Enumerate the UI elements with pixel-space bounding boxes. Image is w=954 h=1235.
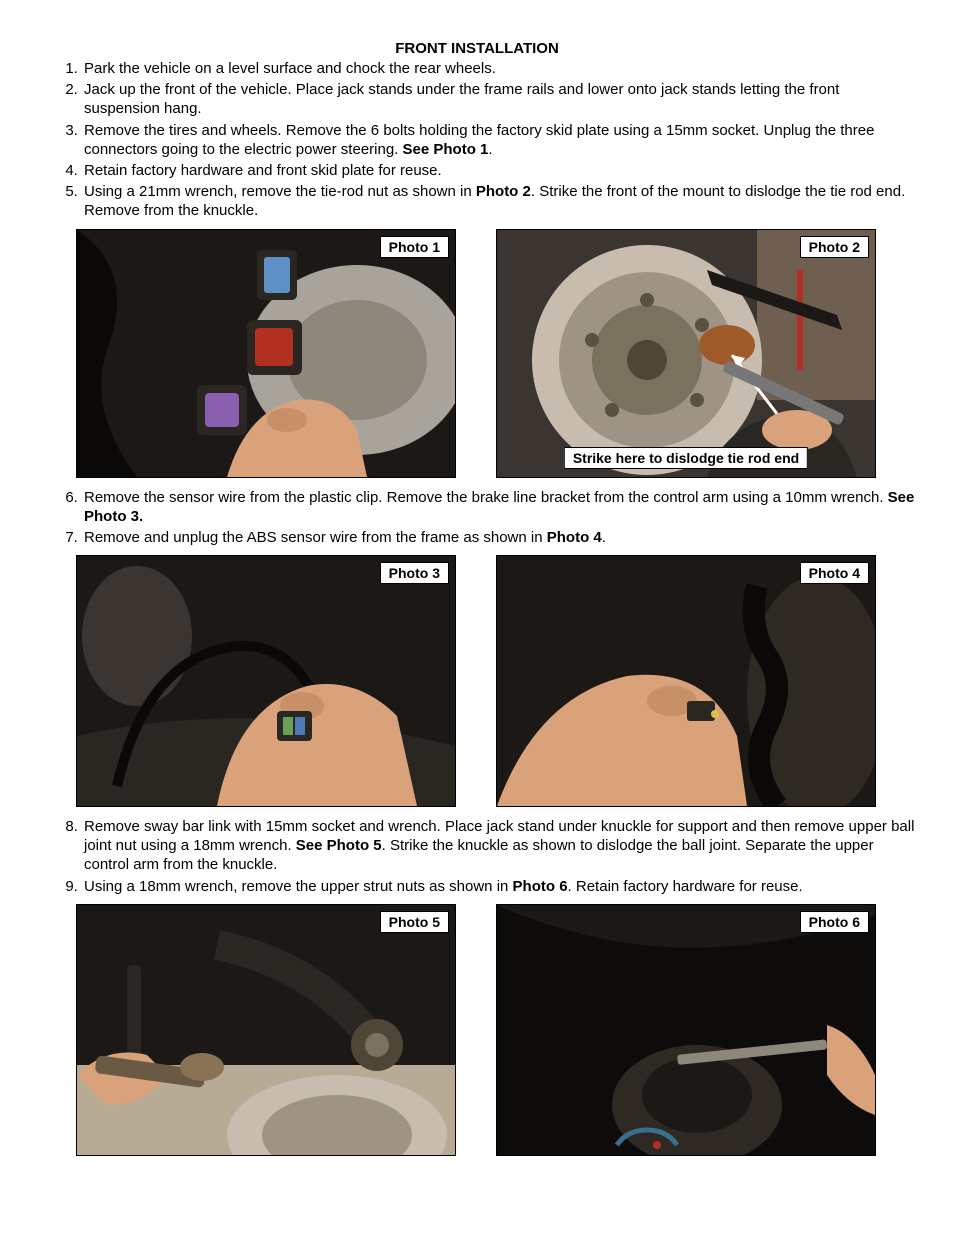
photo-1-svg xyxy=(77,230,455,477)
photo-3-label: Photo 3 xyxy=(380,562,449,584)
photo-3-svg xyxy=(77,556,455,806)
photo-6-label: Photo 6 xyxy=(800,911,869,933)
photo-row-1: Photo 1 Photo 2 Strike here to dislodge … xyxy=(76,229,918,478)
step-9: Using a 18mm wrench, remove the upper st… xyxy=(82,877,918,896)
step-list-c: Remove sway bar link with 15mm socket an… xyxy=(36,817,918,896)
step-6: Remove the sensor wire from the plastic … xyxy=(82,488,918,526)
photo-5-svg xyxy=(77,905,455,1155)
photo-4-label: Photo 4 xyxy=(800,562,869,584)
step-3: Remove the tires and wheels. Remove the … xyxy=(82,121,918,159)
photo-4: Photo 4 xyxy=(496,555,876,807)
photo-1-label: Photo 1 xyxy=(380,236,449,258)
step-2: Jack up the front of the vehicle. Place … xyxy=(82,80,918,118)
photo-2-svg xyxy=(497,230,875,477)
photo-row-3: Photo 5 Photo 6 xyxy=(76,904,918,1156)
step-7: Remove and unplug the ABS sensor wire fr… xyxy=(82,528,918,547)
photo-6-svg xyxy=(497,905,875,1155)
photo-3: Photo 3 xyxy=(76,555,456,807)
step-5: Using a 21mm wrench, remove the tie-rod … xyxy=(82,182,918,220)
step-list-a: Park the vehicle on a level surface and … xyxy=(36,59,918,221)
photo-2: Photo 2 Strike here to dislodge tie rod … xyxy=(496,229,876,478)
photo-5: Photo 5 xyxy=(76,904,456,1156)
step-list-b: Remove the sensor wire from the plastic … xyxy=(36,488,918,548)
step-8: Remove sway bar link with 15mm socket an… xyxy=(82,817,918,875)
photo-row-2: Photo 3 Photo 4 xyxy=(76,555,918,807)
page-title: FRONT INSTALLATION xyxy=(36,40,918,57)
step-1: Park the vehicle on a level surface and … xyxy=(82,59,918,78)
photo-5-label: Photo 5 xyxy=(380,911,449,933)
photo-1: Photo 1 xyxy=(76,229,456,478)
photo-6: Photo 6 xyxy=(496,904,876,1156)
photo-2-caption: Strike here to dislodge tie rod end xyxy=(564,447,808,469)
step-4: Retain factory hardware and front skid p… xyxy=(82,161,918,180)
photo-4-svg xyxy=(497,556,875,806)
photo-2-label: Photo 2 xyxy=(800,236,869,258)
